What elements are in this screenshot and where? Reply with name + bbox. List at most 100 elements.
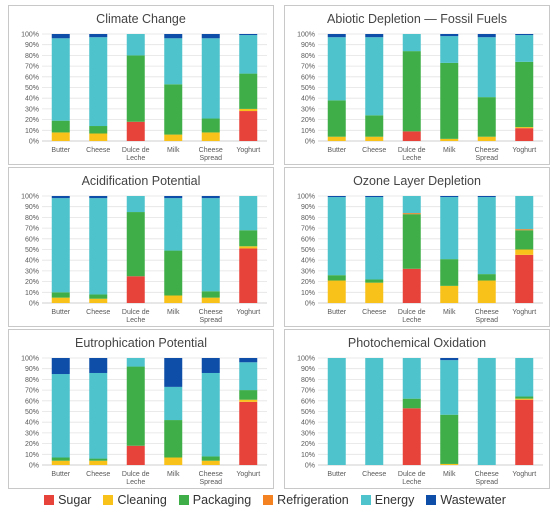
chart-title: Abiotic Depletion — Fossil Fuels	[327, 12, 507, 26]
x-tick-label: Dulce de Leche	[398, 471, 426, 486]
legend-label: Cleaning	[117, 493, 167, 507]
bar-segment-packaging	[201, 118, 220, 133]
y-tick-label: 100%	[21, 194, 39, 201]
legend-item-cleaning: Cleaning	[103, 493, 167, 507]
y-tick-label: 40%	[301, 258, 315, 265]
bar-segment-packaging	[239, 390, 258, 400]
bar-segment-packaging	[201, 291, 220, 298]
y-tick-label: 50%	[301, 247, 315, 254]
bar-segment-wastewater	[440, 358, 459, 361]
bar-segment-packaging	[440, 259, 459, 286]
bar-segment-packaging	[327, 100, 346, 137]
bar-segment-energy	[440, 360, 459, 415]
bar-segment-cleaning	[440, 285, 459, 303]
bar-segment-energy	[201, 198, 220, 292]
chart-panel: Climate Change 0% 10% 20% 30% 40% 50% 60% 70% 80%…	[8, 5, 274, 165]
legend-swatch	[426, 495, 437, 505]
y-tick-label: 80%	[25, 53, 39, 60]
bar-segment-wastewater	[365, 34, 384, 38]
bar-segment-energy	[239, 362, 258, 391]
bar-segment-packaging	[164, 420, 183, 458]
bar-segment-cleaning	[477, 280, 496, 303]
y-tick-label: 30%	[301, 268, 315, 275]
y-tick-label: 0%	[305, 139, 315, 146]
bar-segment-energy	[327, 37, 346, 101]
y-tick-label: 90%	[301, 204, 315, 211]
x-tick-label: Dulce de Leche	[122, 309, 150, 324]
x-tick-label: Butter	[327, 147, 346, 154]
y-tick-label: 80%	[301, 53, 315, 60]
bar-segment-sugar	[239, 401, 258, 465]
bar-segment-cleaning	[201, 132, 220, 141]
bar-segment-energy	[440, 197, 459, 260]
bar-segment-wastewater	[164, 34, 183, 39]
y-tick-label: 40%	[301, 96, 315, 103]
bar-segment-wastewater	[51, 34, 70, 39]
legend-swatch	[44, 495, 55, 505]
y-tick-label: 30%	[25, 268, 39, 275]
bar-segment-wastewater	[201, 196, 220, 199]
bar-segment-packaging	[239, 230, 258, 247]
legend-swatch	[263, 495, 274, 505]
bar-segment-energy	[402, 34, 421, 52]
y-tick-label: 60%	[301, 236, 315, 243]
y-tick-label: 10%	[301, 128, 315, 135]
bar-segment-packaging	[89, 458, 108, 461]
y-tick-label: 40%	[25, 258, 39, 265]
bar-segment-energy	[440, 36, 459, 63]
bar-segment-packaging	[477, 274, 496, 281]
y-tick-label: 60%	[25, 398, 39, 405]
bar-segment-packaging	[365, 279, 384, 283]
chart-title: Photochemical Oxidation	[348, 336, 486, 350]
x-tick-label: Yoghurt	[236, 147, 260, 154]
chart-panel: Ozone Layer Depletion 0% 10% 20% 30% 40% 50% 60…	[284, 167, 550, 327]
legend-swatch	[178, 495, 189, 505]
y-tick-label: 20%	[25, 441, 39, 448]
y-tick-label: 100%	[21, 356, 39, 363]
bar-segment-wastewater	[440, 196, 459, 198]
y-tick-label: 30%	[25, 106, 39, 113]
x-tick-label: Yoghurt	[236, 309, 260, 316]
legend-swatch	[360, 495, 371, 505]
bar-segment-energy	[402, 358, 421, 399]
bar-segment-energy	[51, 38, 70, 121]
bar-segment-packaging	[365, 115, 384, 137]
bar-segment-wastewater	[164, 358, 183, 387]
x-tick-label: Cheese	[362, 147, 386, 154]
bar-segment-packaging	[89, 126, 108, 134]
bar-segment-wastewater	[327, 196, 346, 198]
chart-svg: Eutrophication Potential 0% 10% 20% 30% 40% 50…	[21, 336, 267, 486]
bar-segment-cleaning	[89, 133, 108, 141]
x-tick-label: Yoghurt	[236, 471, 260, 478]
bar-segment-packaging	[51, 120, 70, 133]
bar-segment-packaging	[51, 457, 70, 461]
y-tick-label: 100%	[297, 356, 315, 363]
bar-segment-wastewater	[164, 196, 183, 199]
bar-segment-wastewater	[477, 196, 496, 198]
bar-segment-sugar	[239, 111, 258, 141]
y-tick-label: 80%	[25, 377, 39, 384]
bar-segment-cleaning	[515, 249, 534, 255]
legend-item-refrigeration: Refrigeration	[263, 493, 349, 507]
chart-title: Climate Change	[96, 12, 186, 26]
bar-segment-energy	[164, 198, 183, 251]
bar-segment-energy	[89, 198, 108, 295]
y-tick-label: 50%	[25, 409, 39, 416]
bar-segment-sugar	[402, 268, 421, 303]
bar-segment-refrigeration	[402, 213, 421, 215]
y-tick-label: 20%	[301, 279, 315, 286]
bar-segment-cleaning	[89, 460, 108, 465]
bar-segment-wastewater	[89, 358, 108, 373]
bar-segment-energy	[365, 358, 384, 465]
y-tick-label: 0%	[305, 301, 315, 308]
bar-segment-cleaning	[201, 297, 220, 303]
bar-segment-cleaning	[365, 282, 384, 303]
bar-segment-sugar	[239, 248, 258, 303]
legend-label: Sugar	[58, 493, 92, 507]
bar-segment-energy	[51, 198, 70, 293]
bar-segment-cleaning	[515, 398, 534, 400]
y-tick-label: 50%	[25, 85, 39, 92]
bar-segment-cleaning	[365, 136, 384, 141]
y-tick-label: 80%	[25, 215, 39, 222]
chart-svg: Acidification Potential 0% 10% 20% 30% 40% 50%…	[21, 174, 267, 324]
